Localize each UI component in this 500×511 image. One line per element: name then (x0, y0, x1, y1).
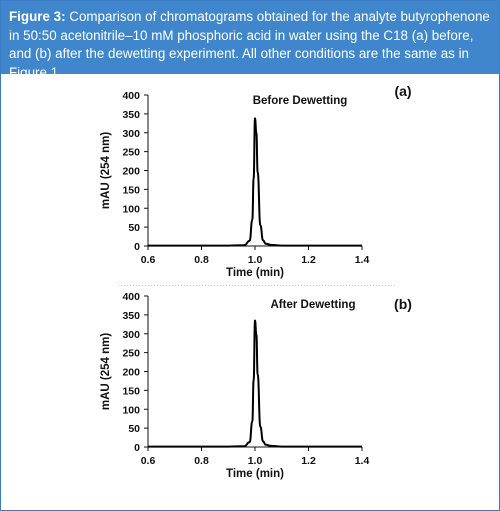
y-tick-label: 400 (122, 90, 140, 102)
x-tick-label: 1.2 (301, 254, 316, 266)
panel-annotation: After Dewetting (271, 299, 356, 311)
x-tick-label: 1.4 (355, 455, 370, 467)
y-tick-label: 250 (122, 348, 140, 360)
y-tick-label: 300 (122, 329, 140, 341)
x-tick-label: 0.6 (141, 254, 156, 266)
y-tick-label: 350 (122, 310, 140, 322)
x-tick-label: 0.8 (194, 455, 209, 467)
y-tick-label: 150 (122, 184, 140, 196)
y-tick-label: 300 (122, 128, 140, 140)
y-tick-label: 200 (122, 166, 140, 178)
x-tick-label: 1.2 (301, 455, 316, 467)
x-tick-label: 1.0 (248, 254, 263, 266)
panel-label: (b) (394, 296, 412, 312)
y-tick-label: 250 (122, 147, 140, 159)
panel-annotation: Before Dewetting (253, 95, 348, 107)
y-tick-label: 200 (122, 367, 140, 379)
y-tick-label: 350 (122, 109, 140, 121)
x-tick-label: 1.4 (355, 254, 370, 266)
y-tick-label: 50 (128, 423, 140, 435)
caption-band: Figure 3: Comparison of chromatograms ob… (1, 1, 499, 80)
y-axis-title: mAU (254 nm) (100, 333, 112, 410)
figure-caption: Figure 3: Comparison of chromatograms ob… (9, 8, 493, 82)
chart-panel-b: 0 50 100 150 200 250 300 350 400 0.6 0.8 1.0 1.2 1.4 T… (100, 291, 412, 480)
x-axis-title: Time (min) (226, 267, 284, 279)
y-tick-label: 50 (128, 222, 140, 234)
caption-body: Comparison of chromatograms obtained for… (9, 9, 490, 80)
chromatogram-trace (148, 319, 362, 448)
x-tick-label: 0.8 (194, 254, 209, 266)
x-axis-title: Time (min) (226, 468, 284, 480)
chart-panel-a: 0 50 100 150 200 250 300 350 400 0.6 0.8 1.0 1.2 1.4 T… (100, 83, 412, 279)
y-tick-label: 0 (134, 442, 140, 454)
panel-label: (a) (394, 83, 411, 99)
y-tick-label: 150 (122, 385, 140, 397)
x-tick-label: 0.6 (141, 455, 156, 467)
y-axis-title: mAU (254 nm) (100, 132, 112, 209)
chromatogram-trace (147, 117, 362, 247)
x-tick-label: 1.0 (248, 455, 263, 467)
y-tick-label: 100 (122, 404, 140, 416)
y-tick-label: 100 (122, 203, 140, 215)
caption-label: Figure 3: (9, 9, 66, 24)
y-tick-label: 400 (122, 291, 140, 303)
y-tick-label: 0 (134, 241, 140, 253)
